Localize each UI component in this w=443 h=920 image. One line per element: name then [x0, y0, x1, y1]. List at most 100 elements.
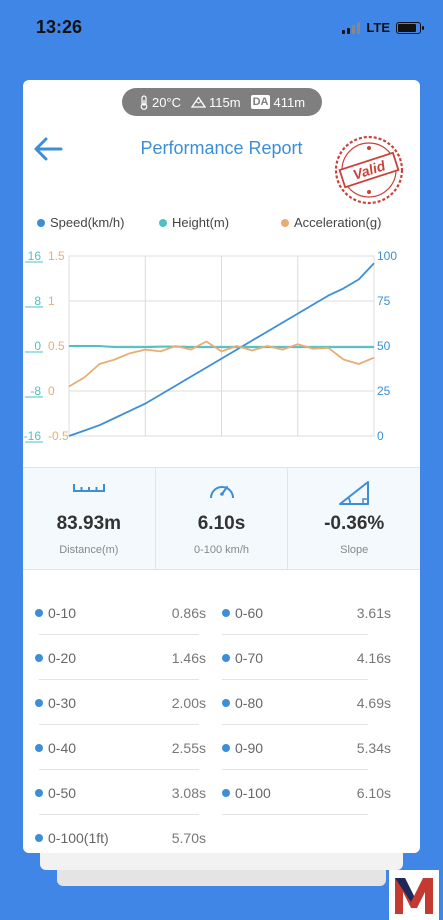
- height-axis-tick: 16: [28, 249, 42, 263]
- split-row: 0-10 0.86s 0-60 3.61s: [23, 590, 420, 635]
- split-time: 5.34s: [356, 739, 391, 756]
- acceleration-axis-tick: 1: [48, 294, 55, 308]
- split-time: 2.55s: [171, 739, 206, 756]
- series-line-speed: [68, 262, 375, 437]
- status-bar: 13:26 LTE: [0, 0, 443, 56]
- split-label-left: 0-100(1ft): [35, 815, 109, 853]
- battery-icon: [396, 21, 424, 34]
- split-range: 0-70: [235, 649, 264, 666]
- stat-label: Distance(m): [59, 544, 119, 556]
- status-time: 13:26: [36, 17, 83, 37]
- stats-panel: 83.93m Distance(m) 6.10s 0-100 km/h -0.3…: [23, 467, 420, 570]
- split-label-left: 0-30: [35, 680, 76, 725]
- speed-axis-tick: 50: [377, 339, 391, 353]
- row-divider: [39, 814, 199, 815]
- legend-dot: [159, 218, 167, 227]
- thermometer-icon: [140, 94, 148, 110]
- acceleration-axis-tick: 0: [48, 384, 55, 398]
- speed-axis-tick: 75: [377, 294, 391, 308]
- row-divider: [222, 769, 368, 770]
- bullet-dot: [222, 608, 230, 617]
- stat-label: 0-100 km/h: [193, 544, 250, 556]
- split-range: 0-50: [48, 784, 77, 801]
- row-divider: [222, 679, 368, 680]
- row-divider: [222, 634, 368, 635]
- split-range: 0-20: [48, 649, 77, 666]
- conditions-pill: 20°C 115m DA 411m: [122, 88, 322, 116]
- height-axis-tick: -16: [24, 429, 42, 443]
- legend-item-height: Height(m): [159, 215, 229, 230]
- split-range: 0-80: [235, 694, 264, 711]
- stat-zero-to-hundred: 6.10s 0-100 km/h: [154, 468, 288, 569]
- split-label-right: 0-100: [222, 770, 271, 815]
- split-range: 0-100(1ft): [48, 829, 109, 846]
- network-type: LTE: [366, 20, 390, 35]
- performance-chart: 16 8 0 -8 -16 1.5 1 0.5 0 -0.5 100 75 50 25 0: [24, 249, 398, 443]
- split-time: 0.86s: [171, 604, 206, 621]
- density-altitude-badge: DA: [250, 95, 271, 109]
- bullet-dot: [35, 608, 43, 617]
- split-time: 1.46s: [171, 649, 206, 666]
- speed-axis-tick: 100: [377, 249, 397, 263]
- split-range: 0-100: [235, 784, 271, 801]
- signal-icon: [342, 21, 361, 34]
- chart-legend: Speed(km/h) Height(m) Acceleration(g): [23, 215, 420, 235]
- split-label-left: 0-50: [35, 770, 76, 815]
- slope-icon: [339, 481, 370, 505]
- row-divider: [39, 724, 199, 725]
- legend-dot: [37, 218, 45, 227]
- series-line-acceleration: [68, 340, 375, 388]
- stat-distance: 83.93m Distance(m): [23, 468, 155, 569]
- height-axis-tick: -8: [30, 384, 41, 398]
- density-altitude-value: 411m: [273, 94, 306, 110]
- altitude-value: 115m: [209, 94, 241, 110]
- stat-value: 83.93m: [56, 513, 122, 534]
- arrow-left-icon[interactable]: [33, 134, 65, 164]
- speed-axis-tick: 0: [377, 429, 384, 443]
- bullet-dot: [35, 653, 43, 662]
- split-row: 0-30 2.00s 0-80 4.69s: [23, 680, 420, 725]
- bullet-dot: [222, 698, 230, 707]
- split-range: 0-30: [48, 694, 77, 711]
- bullet-dot: [35, 788, 43, 797]
- stat-value: 6.10s: [197, 513, 246, 534]
- brand-logo: [389, 870, 439, 920]
- acceleration-axis-tick: -0.5: [48, 429, 69, 443]
- split-time: 4.69s: [356, 694, 391, 711]
- bullet-dot: [35, 698, 43, 707]
- split-range: 0-10: [48, 604, 77, 621]
- temperature-value: 20°C: [151, 94, 182, 110]
- legend-item-acceleration: Acceleration(g): [281, 215, 381, 230]
- split-row: 0-20 1.46s 0-70 4.16s: [23, 635, 420, 680]
- row-divider: [39, 634, 199, 635]
- legend-item-speed: Speed(km/h): [37, 215, 124, 230]
- stat-slope: -0.36% Slope: [287, 468, 420, 569]
- stat-value: -0.36%: [324, 513, 385, 534]
- legend-label: Acceleration(g): [294, 215, 382, 230]
- stat-label: Slope: [340, 544, 369, 556]
- split-label-right: 0-80: [222, 680, 263, 725]
- split-label-left: 0-40: [35, 725, 76, 770]
- bullet-dot: [222, 788, 230, 797]
- split-label-right: 0-70: [222, 635, 263, 680]
- legend-label: Height(m): [172, 215, 230, 230]
- acceleration-axis-tick: 0.5: [48, 339, 65, 353]
- report-card: 20°C 115m DA 411m Performance Report Val…: [23, 80, 420, 853]
- split-label-left: 0-10: [35, 590, 76, 635]
- bullet-dot: [222, 653, 230, 662]
- row-divider: [39, 769, 199, 770]
- legend-dot: [281, 218, 289, 227]
- altitude-item: 115m: [191, 95, 241, 110]
- row-divider: [222, 724, 368, 725]
- row-divider: [222, 814, 368, 815]
- split-time: 5.70s: [171, 829, 206, 846]
- bullet-dot: [35, 743, 43, 752]
- split-label-right: 0-60: [222, 590, 263, 635]
- split-row: 0-50 3.08s 0-100 6.10s: [23, 770, 420, 815]
- speedometer-icon: [209, 486, 234, 499]
- speed-axis-tick: 25: [377, 384, 391, 398]
- split-row: 0-40 2.55s 0-90 5.34s: [23, 725, 420, 770]
- temperature-item: 20°C: [139, 95, 181, 110]
- split-label-left: 0-20: [35, 635, 76, 680]
- series-line-height: [69, 345, 374, 349]
